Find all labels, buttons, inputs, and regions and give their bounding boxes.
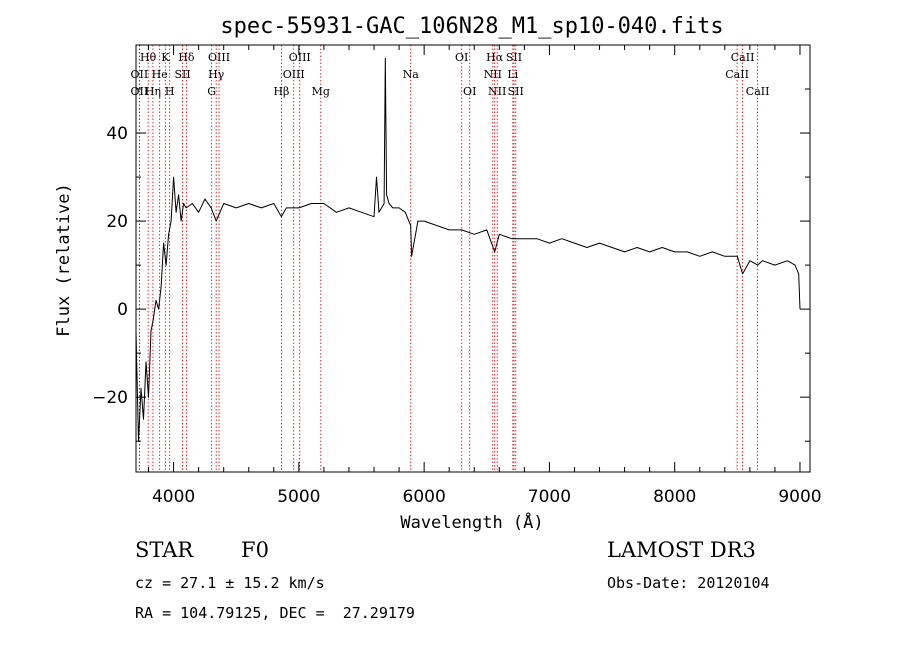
line-label: OIII <box>289 51 311 64</box>
line-label: OII <box>131 85 149 98</box>
line-label: CaII <box>725 68 749 81</box>
spectral-class: STAR <box>135 538 194 562</box>
line-label: G <box>207 85 216 98</box>
line-label: OIII <box>283 68 305 81</box>
y-tick-label: −20 <box>92 388 128 408</box>
line-label: Hγ <box>208 68 225 81</box>
line-label: Hα <box>486 51 504 64</box>
line-label: OIII <box>208 51 230 64</box>
y-tick-label: 20 <box>106 212 128 232</box>
line-label: NII <box>484 68 502 81</box>
line-label: OI <box>455 51 468 64</box>
line-label: OI <box>463 85 476 98</box>
x-tick-label: 6000 <box>403 487 446 507</box>
line-label: Hδ <box>178 51 195 64</box>
line-label: K <box>161 51 170 64</box>
plot-frame <box>135 44 811 473</box>
line-label: SII <box>174 68 190 81</box>
line-label: Hη <box>145 85 161 98</box>
line-label: He <box>152 68 168 81</box>
line-label: CaII <box>746 85 770 98</box>
y-tick-label: 40 <box>106 124 128 144</box>
line-label: Li <box>507 68 518 81</box>
observation-date: Obs-Date: 20120104 <box>607 574 770 592</box>
line-label: Hβ <box>273 85 289 98</box>
coordinates-readout: RA = 104.79125, DEC = 27.29179 <box>135 604 415 622</box>
x-tick-label: 9000 <box>778 487 821 507</box>
flux-series-line <box>135 57 801 442</box>
x-axis-ticks: 4000 5000 6000 7000 8000 9000 <box>148 45 822 507</box>
spectral-subclass: F0 <box>241 538 269 562</box>
y-axis-label: Flux (relative) <box>54 183 74 337</box>
line-label: SII <box>506 51 522 64</box>
line-label: H <box>165 85 175 98</box>
y-axis-ticks: −20 0 20 40 <box>92 88 810 442</box>
chart-title: spec-55931-GAC_106N28_M1_sp10-040.fits <box>220 14 723 39</box>
x-tick-label: 5000 <box>277 487 320 507</box>
line-label: Hθ <box>140 51 157 64</box>
x-tick-label: 7000 <box>528 487 571 507</box>
series-layer <box>135 57 801 442</box>
survey-label: LAMOST DR3 <box>607 538 756 562</box>
y-tick-label: 0 <box>117 300 128 320</box>
x-axis-label: Wavelength (Å) <box>400 511 543 533</box>
x-tick-label: 4000 <box>152 487 195 507</box>
line-label: SII <box>508 85 524 98</box>
x-tick-label: 8000 <box>653 487 696 507</box>
redshift-readout: cz = 27.1 ± 15.2 km/s <box>135 574 325 592</box>
line-label: NII <box>488 85 506 98</box>
line-label: CaII <box>731 51 755 64</box>
line-label: Mg <box>312 85 330 98</box>
line-label: Na <box>403 68 420 81</box>
